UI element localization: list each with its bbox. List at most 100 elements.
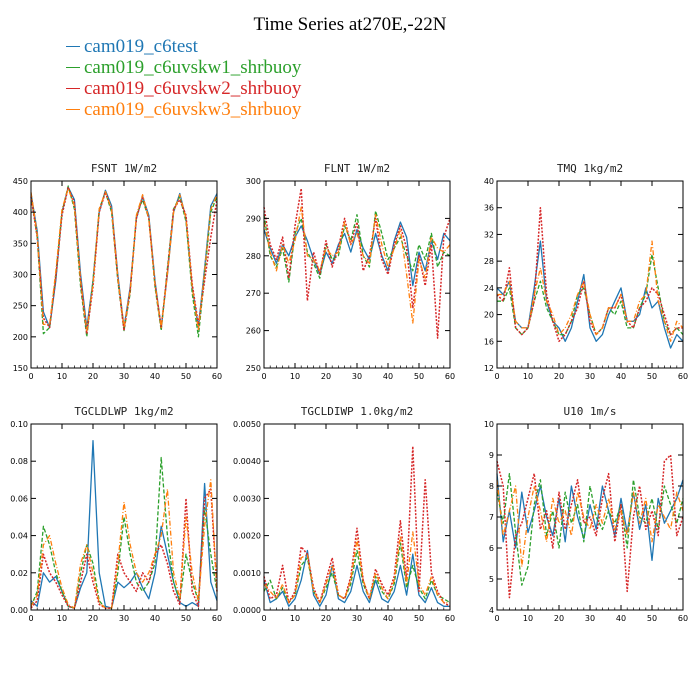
series-line	[30, 186, 218, 335]
legend-label: cam019_c6uvskw1_shrbuoy	[84, 57, 302, 78]
y-tick-label: 16	[484, 337, 494, 346]
y-tick-label: 200	[13, 333, 28, 342]
y-tick-label: 36	[484, 204, 494, 213]
y-tick-label: 0.0000	[233, 606, 261, 615]
y-tick-label: 12	[484, 364, 494, 373]
series-line	[30, 456, 218, 609]
panel-frame	[263, 180, 451, 369]
x-tick-label: 30	[585, 372, 595, 381]
x-tick-label: 30	[352, 614, 362, 623]
x-tick-label: 60	[445, 372, 455, 381]
legend-label: cam019_c6uvskw2_shrbuoy	[84, 78, 302, 99]
y-tick-label: 450	[13, 177, 28, 186]
panel-title: U10 1m/s	[564, 405, 617, 418]
y-tick-label: 250	[246, 364, 261, 373]
chart-panel: FLNT 1W/m2 0 10 20 30 40 50 60 250 260 270 280 290 30…	[246, 162, 455, 381]
x-tick-label: 0	[494, 372, 499, 381]
panel-frame	[30, 180, 218, 369]
panel-title: TGCLDLWP 1kg/m2	[74, 405, 173, 418]
y-tick-label: 0.08	[10, 457, 28, 466]
x-tick-label: 30	[119, 372, 129, 381]
y-tick-label: 32	[484, 230, 494, 239]
y-tick-label: 7	[489, 513, 494, 522]
x-tick-label: 60	[678, 614, 688, 623]
x-tick-label: 0	[261, 372, 266, 381]
x-tick-label: 0	[28, 614, 33, 623]
legend-swatch	[66, 88, 80, 89]
x-tick-label: 60	[678, 372, 688, 381]
y-tick-label: 5	[489, 575, 494, 584]
x-tick-label: 40	[616, 614, 626, 623]
x-tick-label: 50	[181, 372, 191, 381]
x-tick-label: 60	[445, 614, 455, 623]
x-tick-label: 50	[647, 372, 657, 381]
x-tick-label: 40	[616, 372, 626, 381]
y-tick-label: 9	[489, 451, 494, 460]
series-line	[30, 186, 218, 329]
y-tick-label: 0.06	[10, 494, 28, 503]
x-tick-label: 50	[414, 372, 424, 381]
series-line	[263, 187, 451, 339]
y-tick-label: 0.04	[10, 532, 28, 541]
legend-label: cam019_c6test	[84, 36, 198, 57]
panel-title: TGCLDIWP 1.0kg/m2	[301, 405, 414, 418]
chart-panel: TGCLDIWP 1.0kg/m2 0 10 20 30 40 50 60 0.0000 0.00…	[233, 405, 455, 623]
x-tick-label: 50	[414, 614, 424, 623]
y-tick-label: 0.0030	[233, 494, 261, 503]
chart-panel: FSNT 1W/m2 0 10 20 30 40 50 60 150 200 250 300 350 40…	[13, 162, 222, 381]
x-tick-label: 10	[523, 372, 533, 381]
y-tick-label: 6	[489, 544, 494, 553]
y-tick-label: 280	[246, 252, 261, 261]
legend-item: cam019_c6uvskw3_shrbuoy	[66, 99, 301, 120]
series-line	[497, 253, 684, 336]
x-tick-label: 50	[181, 614, 191, 623]
x-tick-label: 10	[523, 614, 533, 623]
x-tick-label: 50	[647, 614, 657, 623]
series-line	[263, 210, 451, 283]
series-line	[496, 479, 684, 568]
x-tick-label: 40	[383, 614, 393, 623]
series-line	[263, 221, 451, 287]
x-tick-label: 20	[88, 372, 98, 381]
legend-swatch	[66, 46, 80, 47]
x-tick-label: 20	[554, 614, 564, 623]
legend-label: cam019_c6uvskw3_shrbuoy	[84, 99, 302, 120]
y-tick-label: 300	[246, 177, 261, 186]
series-line	[497, 240, 684, 342]
panel-title: FLNT 1W/m2	[324, 162, 390, 175]
y-tick-label: 0.00	[10, 606, 28, 615]
series-line	[263, 531, 450, 604]
chart-panel: TMQ 1kg/m2 0 10 20 30 40 50 60 12 16 20 24 28 32 36 40	[484, 162, 688, 381]
legend-item: cam019_c6test	[66, 36, 301, 57]
y-tick-label: 4	[489, 606, 494, 615]
series-line	[496, 472, 684, 586]
y-tick-label: 40	[484, 177, 494, 186]
y-tick-label: 150	[13, 364, 28, 373]
series-line	[30, 488, 218, 609]
y-tick-label: 28	[484, 257, 494, 266]
panel-title: FSNT 1W/m2	[91, 162, 157, 175]
legend-swatch	[66, 67, 80, 68]
x-tick-label: 30	[352, 372, 362, 381]
series-line	[30, 185, 218, 338]
x-tick-label: 0	[28, 372, 33, 381]
series-line	[263, 206, 451, 324]
y-tick-label: 350	[13, 239, 28, 248]
chart-panel: U10 1m/s 0 10 20 30 40 50 60 4 5 6 7 8 9 10	[484, 405, 688, 623]
y-tick-label: 250	[13, 302, 28, 311]
y-tick-label: 0.02	[10, 569, 28, 578]
series-line	[30, 187, 218, 332]
x-tick-label: 0	[494, 614, 499, 623]
x-tick-label: 60	[212, 372, 222, 381]
x-tick-label: 10	[57, 372, 67, 381]
legend-item: cam019_c6uvskw2_shrbuoy	[66, 78, 301, 99]
y-tick-label: 0.0010	[233, 569, 261, 578]
series-line	[263, 549, 450, 607]
x-tick-label: 20	[321, 614, 331, 623]
x-tick-label: 10	[290, 372, 300, 381]
series-line	[496, 473, 684, 562]
x-tick-label: 10	[290, 614, 300, 623]
x-tick-label: 40	[150, 614, 160, 623]
y-tick-label: 270	[246, 289, 261, 298]
